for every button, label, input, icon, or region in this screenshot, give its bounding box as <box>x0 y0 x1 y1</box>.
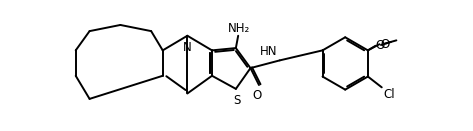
Text: Cl: Cl <box>383 88 395 101</box>
Text: O: O <box>253 89 262 102</box>
Text: O: O <box>376 39 385 52</box>
Text: HN: HN <box>260 45 278 58</box>
Text: N: N <box>183 41 192 54</box>
Text: NH₂: NH₂ <box>228 22 250 35</box>
Text: O: O <box>380 38 389 51</box>
Text: S: S <box>233 94 240 107</box>
